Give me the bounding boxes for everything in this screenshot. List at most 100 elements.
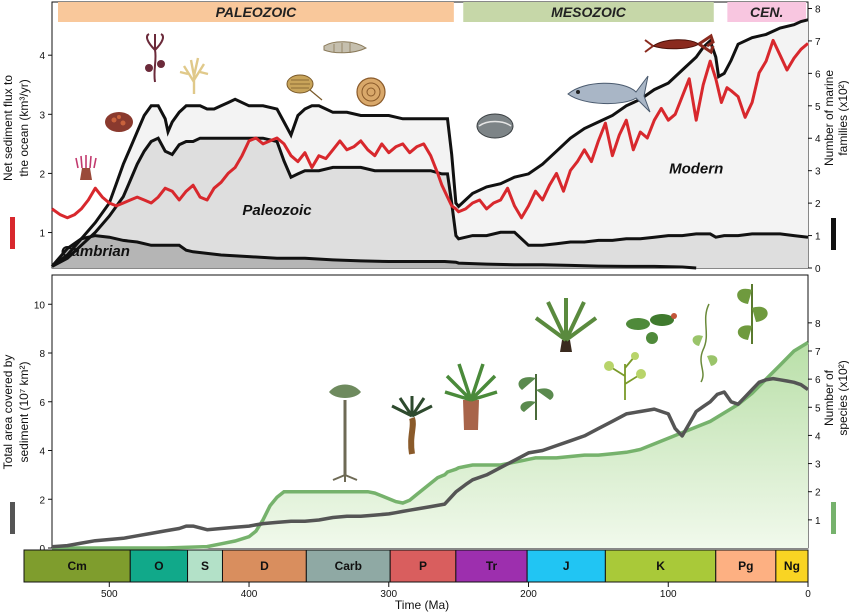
bottom-right-axis: 1 2 3 4 5 6 7 8 bbox=[808, 319, 821, 527]
bryozoan-icon bbox=[179, 57, 209, 94]
period-box-j bbox=[526, 549, 606, 583]
bottom-left-axis: 0246810 bbox=[34, 300, 52, 555]
bottom-left-axis-title-line-2: sediment (10⁷ km²) bbox=[17, 361, 31, 462]
species-line bbox=[52, 341, 809, 550]
top-right-tick-label-2: 2 bbox=[815, 199, 821, 210]
period-label-j: J bbox=[563, 559, 570, 573]
period-box-carb bbox=[305, 549, 391, 583]
x-axis-title: Time (Ma) bbox=[395, 598, 449, 612]
sea-anemone-icon bbox=[75, 155, 97, 180]
bottom-right-axis-title-line-2: species (x10²) bbox=[836, 360, 849, 435]
era-band-2 bbox=[727, 2, 806, 22]
bottom-right-tick-label-2: 3 bbox=[815, 460, 821, 471]
period-box-o bbox=[129, 549, 189, 583]
top-right-tick-label-6: 6 bbox=[815, 69, 821, 80]
period-box-d bbox=[221, 549, 307, 583]
top-right-axis-title-line-1: Number of marine bbox=[822, 70, 836, 166]
period-label-o: O bbox=[154, 559, 163, 573]
gray-series-swatch bbox=[10, 502, 15, 534]
red-series-swatch bbox=[10, 217, 15, 249]
bivalve-icon bbox=[476, 113, 514, 139]
bottom-left-tick-label-2: 4 bbox=[39, 447, 45, 458]
water-lily-icon bbox=[626, 313, 677, 344]
palm-fern-icon bbox=[391, 396, 433, 455]
top-right-tick-label-1: 1 bbox=[815, 232, 821, 243]
top-right-tick-label-5: 5 bbox=[815, 102, 821, 113]
period-label-cm: Cm bbox=[67, 559, 86, 573]
top-left-tick-label-3: 4 bbox=[39, 51, 45, 62]
cambrian-fauna-fill bbox=[52, 235, 697, 268]
seed-fern-icon bbox=[518, 374, 554, 420]
black-series-swatch bbox=[831, 218, 836, 250]
bottom-right-tick-label-4: 5 bbox=[815, 403, 821, 414]
lobster-icon bbox=[644, 33, 715, 55]
era-band-1 bbox=[463, 2, 714, 22]
top-left-tick-label-2: 3 bbox=[39, 110, 45, 121]
period-label-pg: Pg bbox=[738, 559, 753, 573]
fish-icon bbox=[567, 75, 651, 113]
species-area bbox=[52, 342, 808, 548]
paleozoic-fauna-line bbox=[51, 136, 809, 268]
fauna-label-0: Cambrian bbox=[61, 243, 130, 260]
broadleaf-plant-icon bbox=[737, 284, 768, 344]
bottom-left-tick-label-1: 2 bbox=[39, 495, 45, 506]
fauna-label-1: Paleozoic bbox=[242, 202, 312, 219]
period-box-k bbox=[604, 549, 717, 583]
bottom-right-tick-label-1: 2 bbox=[815, 488, 821, 499]
period-label-carb: Carb bbox=[335, 559, 362, 573]
period-label-d: D bbox=[260, 559, 269, 573]
top-panel: PALEOZOIC MESOZOIC CEN. bbox=[1, 1, 849, 275]
top-left-tick-label-0: 1 bbox=[39, 229, 45, 240]
bottom-left-tick-label-4: 8 bbox=[39, 349, 45, 360]
top-left-axis-title-line-2: the ocean (km³/yr) bbox=[17, 79, 31, 176]
period-label-s: S bbox=[201, 559, 209, 573]
bottom-lines bbox=[51, 341, 810, 550]
paleozoic-fauna-fill bbox=[52, 138, 808, 268]
nautiloid-icon bbox=[323, 41, 367, 54]
green-series-swatch bbox=[831, 502, 836, 534]
top-lines bbox=[50, 18, 809, 270]
bottom-right-tick-label-3: 4 bbox=[815, 431, 821, 442]
top-right-axis-title-line-2: families (x10²) bbox=[836, 80, 849, 155]
top-right-tick-label-8: 8 bbox=[815, 4, 821, 15]
top-right-tick-label-0: 0 bbox=[815, 264, 821, 275]
period-label-p: P bbox=[419, 559, 427, 573]
period-bar: Cm O S D Carb P Tr J K Pg Ng bbox=[23, 549, 809, 583]
cambrian-fauna-line bbox=[50, 234, 697, 270]
era-band-0 bbox=[58, 2, 454, 22]
bottom-left-tick-label-5: 10 bbox=[34, 300, 46, 311]
bottom-flora-icons bbox=[329, 284, 768, 482]
sediment-flux-line bbox=[51, 38, 809, 220]
tree-fern-icon bbox=[534, 298, 598, 352]
species-area-fill bbox=[52, 342, 808, 548]
period-label-k: K bbox=[656, 559, 665, 573]
bottom-right-tick-label-5: 6 bbox=[815, 375, 821, 386]
era-bands: PALEOZOIC MESOZOIC CEN. bbox=[58, 2, 806, 22]
period-box-p bbox=[389, 549, 457, 583]
trilobite-icon bbox=[286, 74, 323, 101]
fauna-labels: Cambrian Paleozoic Modern bbox=[61, 160, 724, 260]
x-tick-label-3: 200 bbox=[520, 589, 537, 600]
sediment-area-line bbox=[51, 376, 810, 549]
top-left-axis-title-line-1: Net sediment flux to bbox=[1, 75, 15, 181]
x-tick-label-4: 100 bbox=[660, 589, 677, 600]
bottom-right-tick-label-7: 8 bbox=[815, 319, 821, 330]
x-tick-label-5: 0 bbox=[805, 589, 811, 600]
top-right-tick-label-3: 3 bbox=[815, 167, 821, 178]
bottom-right-tick-label-6: 7 bbox=[815, 347, 821, 358]
top-right-tick-label-4: 4 bbox=[815, 134, 821, 145]
bottom-left-tick-label-3: 6 bbox=[39, 398, 45, 409]
fauna-label-2: Modern bbox=[669, 160, 723, 177]
marine-families-total-line bbox=[51, 18, 809, 268]
x-tick-label-0: 500 bbox=[101, 589, 118, 600]
top-right-axis: 0 1 2 3 4 5 6 7 8 bbox=[808, 4, 821, 275]
flowering-plant-icon bbox=[604, 352, 646, 400]
top-left-axis: 1 2 3 4 bbox=[39, 51, 52, 240]
x-axis: 500 400 300 200 100 0 bbox=[101, 582, 811, 600]
cycad-icon bbox=[444, 363, 498, 430]
bottom-right-axis-title-line-1: Number of bbox=[822, 369, 836, 426]
top-right-tick-label-7: 7 bbox=[815, 37, 821, 48]
coral-icon bbox=[105, 112, 133, 132]
